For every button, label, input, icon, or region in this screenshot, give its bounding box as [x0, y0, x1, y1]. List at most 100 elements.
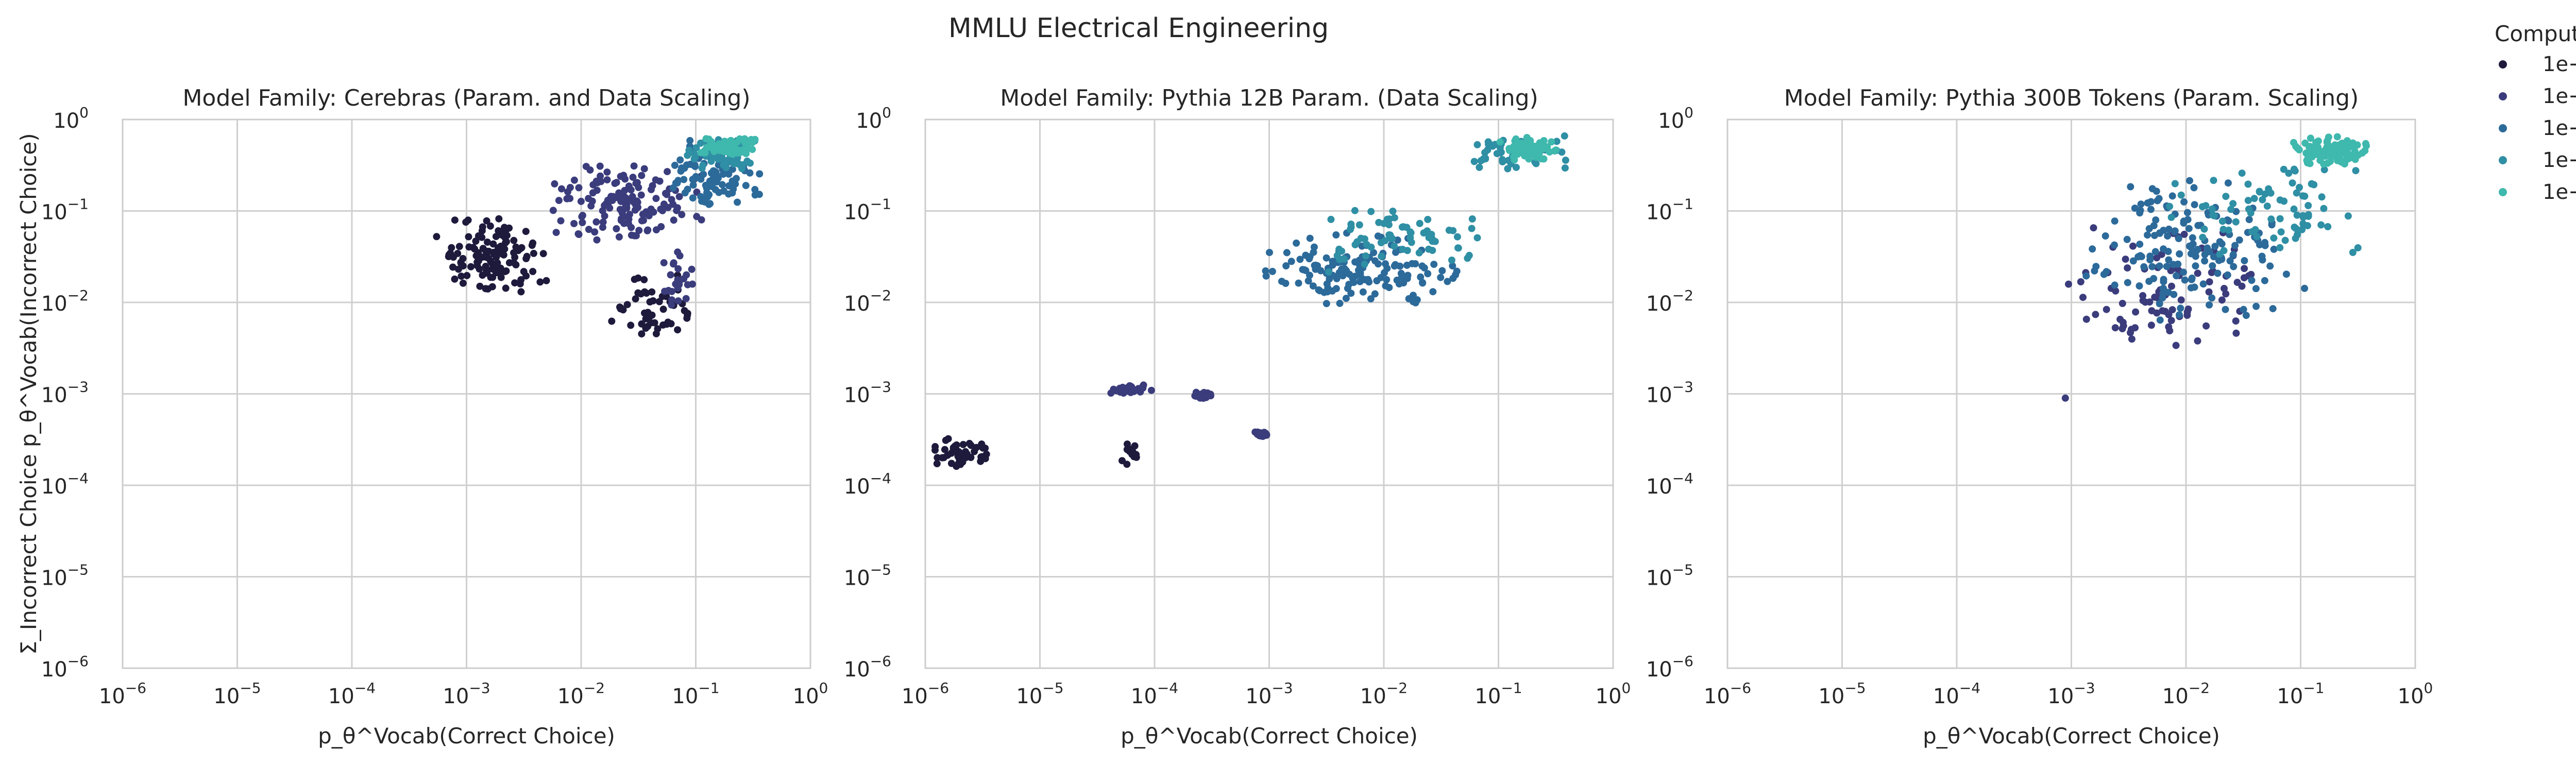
data-point: [497, 244, 505, 251]
data-point: [570, 220, 578, 227]
y-tick-label: 10−3: [1646, 379, 1693, 408]
data-point: [2209, 262, 2216, 269]
data-point: [689, 194, 697, 202]
data-point: [689, 181, 697, 189]
data-point: [614, 194, 621, 201]
data-point: [1415, 249, 1423, 257]
legend: Compute 1e+18 1e+19 1e+20 1e+21 1e+22: [2495, 21, 2576, 204]
data-point: [2168, 306, 2176, 314]
data-point: [1396, 262, 1404, 270]
data-point: [1317, 267, 1325, 275]
y-tick-label-base: 10: [41, 201, 67, 225]
x-tick-label: 10−4: [1131, 680, 1178, 708]
data-point: [579, 219, 586, 226]
data-point: [2343, 151, 2350, 159]
data-point: [2103, 305, 2110, 313]
data-point: [2146, 298, 2154, 306]
data-point: [1299, 266, 1307, 274]
data-point: [1306, 271, 1313, 279]
data-point: [479, 271, 486, 279]
data-point: [558, 185, 565, 193]
data-point: [1282, 262, 1290, 269]
x-tick-label-exp: −6: [1730, 680, 1751, 697]
x-tick-label-base: 10: [1245, 685, 1272, 708]
data-point: [2148, 307, 2156, 315]
data-point: [577, 197, 585, 205]
y-tick-label-exp: 0: [79, 104, 89, 121]
data-point: [2180, 230, 2188, 238]
data-point: [2187, 243, 2195, 251]
data-point: [2186, 177, 2193, 184]
data-point: [501, 268, 509, 276]
data-point: [620, 219, 628, 227]
data-point: [483, 247, 490, 255]
data-point: [2163, 263, 2171, 270]
data-point: [2119, 300, 2126, 307]
data-point: [2077, 278, 2084, 285]
x-tick-label-exp: −4: [354, 680, 376, 697]
data-point: [1429, 288, 1437, 296]
y-tick-label: 100: [856, 104, 891, 133]
y-tick-label-exp: −6: [870, 653, 891, 670]
data-point: [1403, 247, 1411, 254]
data-point: [1118, 457, 1126, 465]
data-point: [2181, 276, 2189, 284]
data-point: [1389, 208, 1397, 215]
data-point: [2251, 226, 2259, 233]
data-point: [646, 312, 654, 320]
data-point: [690, 150, 698, 158]
data-point: [1430, 261, 1438, 268]
data-point: [2270, 234, 2278, 242]
data-point: [599, 218, 607, 226]
y-tick-label-base: 10: [53, 109, 79, 133]
data-point: [955, 454, 963, 462]
legend-entries: 1e+18 1e+19 1e+20 1e+21 1e+22: [2499, 53, 2576, 204]
data-point: [2301, 139, 2309, 147]
x-tick-label-base: 10: [2277, 685, 2303, 708]
x-tick-label-base: 10: [1818, 685, 1844, 708]
data-point: [1383, 218, 1391, 226]
data-point: [2259, 196, 2266, 203]
data-point: [2146, 252, 2154, 260]
data-point: [1496, 138, 1504, 146]
data-point: [2174, 260, 2182, 268]
data-point: [2263, 202, 2271, 210]
data-point: [2327, 158, 2334, 165]
data-point: [522, 255, 530, 262]
data-point: [637, 191, 645, 199]
data-point: [2337, 150, 2344, 158]
data-point: [978, 453, 986, 461]
data-point: [448, 244, 455, 251]
data-point: [623, 301, 631, 309]
data-point: [492, 233, 500, 241]
data-point: [680, 176, 688, 183]
data-point: [2324, 223, 2332, 230]
data-point: [1454, 244, 1462, 252]
data-point: [2180, 198, 2188, 206]
data-point: [1353, 238, 1361, 246]
data-point: [2209, 211, 2217, 219]
y-tick-label-exp: −3: [870, 379, 891, 396]
data-point: [2282, 270, 2290, 278]
data-point: [686, 137, 694, 144]
data-point: [1199, 395, 1207, 402]
data-point: [2128, 335, 2136, 343]
data-point: [941, 446, 948, 453]
data-point: [2190, 184, 2198, 192]
data-point: [1283, 249, 1291, 257]
data-point: [668, 301, 675, 309]
legend-title: Compute: [2495, 21, 2576, 46]
x-tick-label-exp: −2: [1386, 680, 1408, 697]
y-tick-label-base: 10: [844, 475, 870, 499]
data-point: [1323, 280, 1331, 288]
x-tick-label-exp: −3: [469, 680, 490, 697]
data-point: [642, 208, 650, 216]
data-point: [2299, 192, 2307, 200]
data-point: [1468, 225, 1476, 232]
data-point: [1147, 386, 1155, 394]
y-tick-label: 10−4: [41, 470, 89, 499]
x-tick-label-exp: −6: [125, 680, 146, 697]
data-point: [2189, 234, 2196, 242]
data-point: [944, 451, 952, 459]
data-point: [621, 186, 629, 194]
